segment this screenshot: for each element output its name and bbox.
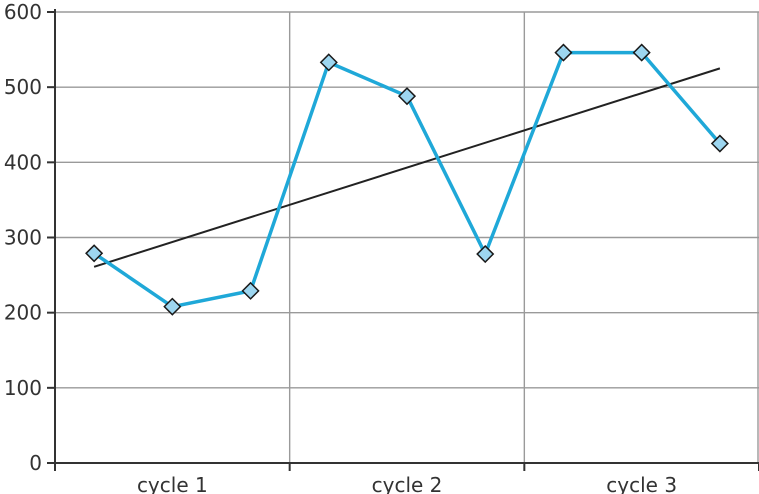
grid — [55, 11, 759, 463]
y-tick-label-600: 600 — [4, 0, 42, 24]
y-tick-label-300: 300 — [4, 226, 42, 250]
series-group — [85, 43, 729, 316]
data-point-9 — [710, 134, 729, 153]
data-point-8 — [632, 43, 651, 62]
data-point-1 — [85, 244, 104, 263]
trendline — [93, 67, 721, 268]
y-tick-label-100: 100 — [4, 376, 42, 400]
axes — [47, 9, 759, 471]
x-tick-label-1: cycle 1 — [137, 473, 208, 494]
x-tick-label-2: cycle 2 — [372, 473, 443, 494]
data-point-2 — [163, 297, 182, 316]
data-point-6 — [476, 244, 495, 264]
data-point-7 — [554, 43, 573, 62]
data-point-4 — [319, 53, 338, 72]
data-point-3 — [241, 281, 260, 300]
y-tick-label-200: 200 — [4, 301, 42, 325]
y-tick-label-0: 0 — [29, 451, 42, 475]
y-tick-label-500: 500 — [4, 75, 42, 99]
data-point-5 — [397, 87, 417, 106]
trendline-group — [93, 67, 721, 268]
y-tick-label-400: 400 — [4, 150, 42, 174]
x-tick-label-3: cycle 3 — [606, 473, 677, 494]
tick-labels: 0 100 200 300 400 500 600 cycle 1 cycle 2 cycle 3 — [4, 0, 677, 494]
